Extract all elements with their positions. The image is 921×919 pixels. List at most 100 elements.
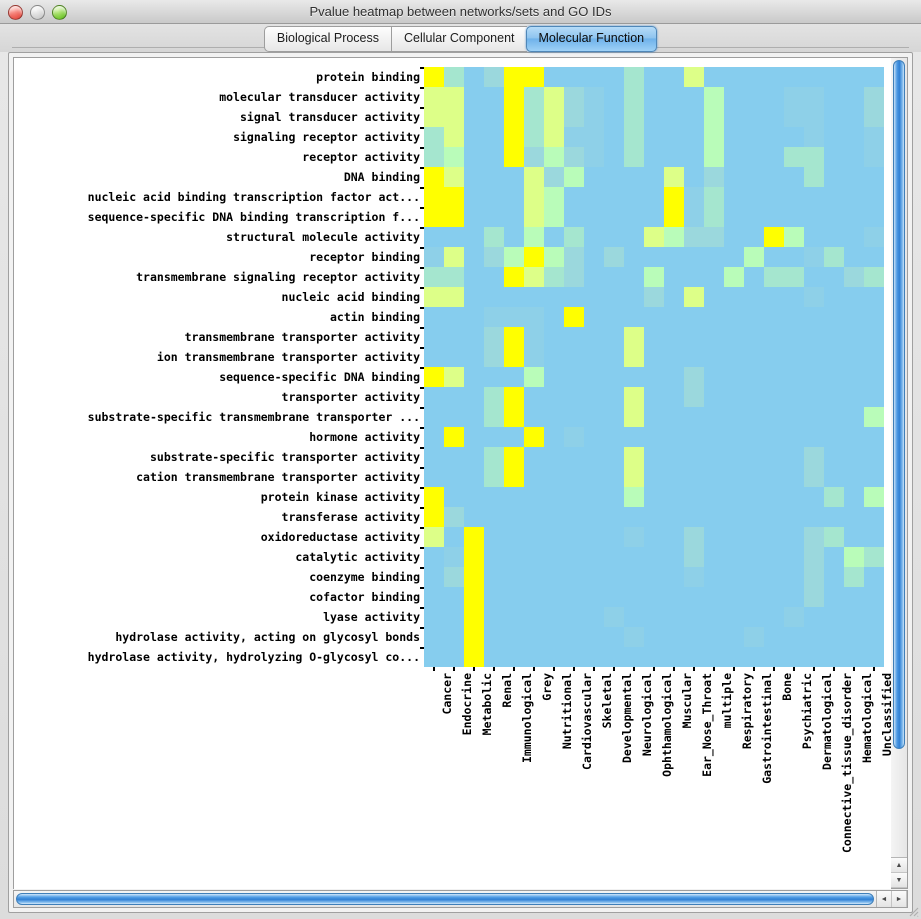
heatmap-cell[interactable]	[484, 607, 504, 627]
heatmap-cell[interactable]	[644, 647, 664, 667]
heatmap-cell[interactable]	[644, 347, 664, 367]
heatmap-cell[interactable]	[804, 327, 824, 347]
heatmap-cell[interactable]	[844, 167, 864, 187]
heatmap-cell[interactable]	[684, 207, 704, 227]
heatmap-cell[interactable]	[704, 247, 724, 267]
heatmap-cell[interactable]	[804, 347, 824, 367]
heatmap-cell[interactable]	[744, 487, 764, 507]
heatmap-cell[interactable]	[464, 347, 484, 367]
heatmap-cell[interactable]	[824, 387, 844, 407]
heatmap-cell[interactable]	[544, 227, 564, 247]
heatmap-cell[interactable]	[704, 347, 724, 367]
heatmap-cell[interactable]	[804, 567, 824, 587]
heatmap-cell[interactable]	[864, 427, 884, 447]
heatmap-cell[interactable]	[464, 527, 484, 547]
heatmap-cell[interactable]	[504, 267, 524, 287]
heatmap-cell[interactable]	[484, 267, 504, 287]
heatmap-cell[interactable]	[804, 147, 824, 167]
heatmap-cell[interactable]	[504, 67, 524, 87]
heatmap-cell[interactable]	[804, 127, 824, 147]
heatmap-cell[interactable]	[864, 627, 884, 647]
heatmap-cell[interactable]	[864, 187, 884, 207]
heatmap-cell[interactable]	[664, 247, 684, 267]
heatmap-cell[interactable]	[824, 287, 844, 307]
heatmap-cell[interactable]	[464, 147, 484, 167]
heatmap-cell[interactable]	[664, 627, 684, 647]
heatmap-cell[interactable]	[444, 107, 464, 127]
heatmap-cell[interactable]	[484, 227, 504, 247]
heatmap-cell[interactable]	[604, 447, 624, 467]
heatmap-cell[interactable]	[664, 267, 684, 287]
heatmap-cell[interactable]	[684, 187, 704, 207]
heatmap-cell[interactable]	[564, 307, 584, 327]
heatmap-cell[interactable]	[604, 207, 624, 227]
heatmap-cell[interactable]	[704, 587, 724, 607]
heatmap-cell[interactable]	[524, 187, 544, 207]
heatmap-cell[interactable]	[784, 247, 804, 267]
heatmap-cell[interactable]	[744, 507, 764, 527]
heatmap-cell[interactable]	[764, 107, 784, 127]
heatmap-cell[interactable]	[464, 647, 484, 667]
heatmap-cell[interactable]	[784, 547, 804, 567]
heatmap-cell[interactable]	[684, 287, 704, 307]
heatmap-cell[interactable]	[544, 387, 564, 407]
heatmap-cell[interactable]	[844, 147, 864, 167]
heatmap-cell[interactable]	[764, 367, 784, 387]
heatmap-cell[interactable]	[584, 447, 604, 467]
heatmap-cell[interactable]	[464, 507, 484, 527]
heatmap-cell[interactable]	[524, 327, 544, 347]
heatmap-cell[interactable]	[584, 607, 604, 627]
heatmap-cell[interactable]	[664, 507, 684, 527]
heatmap-cell[interactable]	[604, 607, 624, 627]
heatmap-cell[interactable]	[824, 307, 844, 327]
heatmap-cell[interactable]	[444, 387, 464, 407]
heatmap-cell[interactable]	[644, 147, 664, 167]
heatmap-cell[interactable]	[764, 547, 784, 567]
heatmap-cell[interactable]	[684, 147, 704, 167]
heatmap-cell[interactable]	[644, 67, 664, 87]
heatmap-cell[interactable]	[524, 247, 544, 267]
heatmap-cell[interactable]	[864, 347, 884, 367]
heatmap-cell[interactable]	[464, 407, 484, 427]
heatmap-cell[interactable]	[724, 267, 744, 287]
heatmap-cell[interactable]	[824, 267, 844, 287]
heatmap-cell[interactable]	[784, 187, 804, 207]
heatmap-cell[interactable]	[504, 587, 524, 607]
heatmap-cell[interactable]	[444, 647, 464, 667]
heatmap-cell[interactable]	[804, 207, 824, 227]
heatmap-cell[interactable]	[664, 367, 684, 387]
heatmap-cell[interactable]	[704, 167, 724, 187]
heatmap-cell[interactable]	[424, 207, 444, 227]
heatmap-cell[interactable]	[744, 627, 764, 647]
heatmap-cell[interactable]	[564, 647, 584, 667]
heatmap-cell[interactable]	[764, 647, 784, 667]
heatmap-cell[interactable]	[864, 567, 884, 587]
heatmap-cell[interactable]	[664, 287, 684, 307]
heatmap-cell[interactable]	[724, 387, 744, 407]
heatmap-cell[interactable]	[604, 627, 624, 647]
heatmap-cell[interactable]	[624, 547, 644, 567]
heatmap-cell[interactable]	[744, 347, 764, 367]
heatmap-cell[interactable]	[724, 467, 744, 487]
heatmap-cell[interactable]	[724, 227, 744, 247]
heatmap-cell[interactable]	[684, 647, 704, 667]
heatmap-cell[interactable]	[624, 627, 644, 647]
heatmap-cell[interactable]	[504, 167, 524, 187]
heatmap-cell[interactable]	[744, 367, 764, 387]
heatmap-cell[interactable]	[424, 267, 444, 287]
heatmap-cell[interactable]	[824, 147, 844, 167]
heatmap-cell[interactable]	[524, 447, 544, 467]
heatmap-cell[interactable]	[744, 67, 764, 87]
heatmap-cell[interactable]	[604, 507, 624, 527]
heatmap-cell[interactable]	[584, 227, 604, 247]
heatmap-cell[interactable]	[864, 107, 884, 127]
heatmap-cell[interactable]	[704, 87, 724, 107]
heatmap-cell[interactable]	[744, 527, 764, 547]
heatmap-cell[interactable]	[444, 327, 464, 347]
heatmap-cell[interactable]	[764, 487, 784, 507]
scroll-right-icon[interactable]: ►	[892, 891, 907, 907]
heatmap-cell[interactable]	[624, 327, 644, 347]
heatmap-cell[interactable]	[724, 547, 744, 567]
heatmap-cell[interactable]	[664, 607, 684, 627]
heatmap-cell[interactable]	[544, 67, 564, 87]
